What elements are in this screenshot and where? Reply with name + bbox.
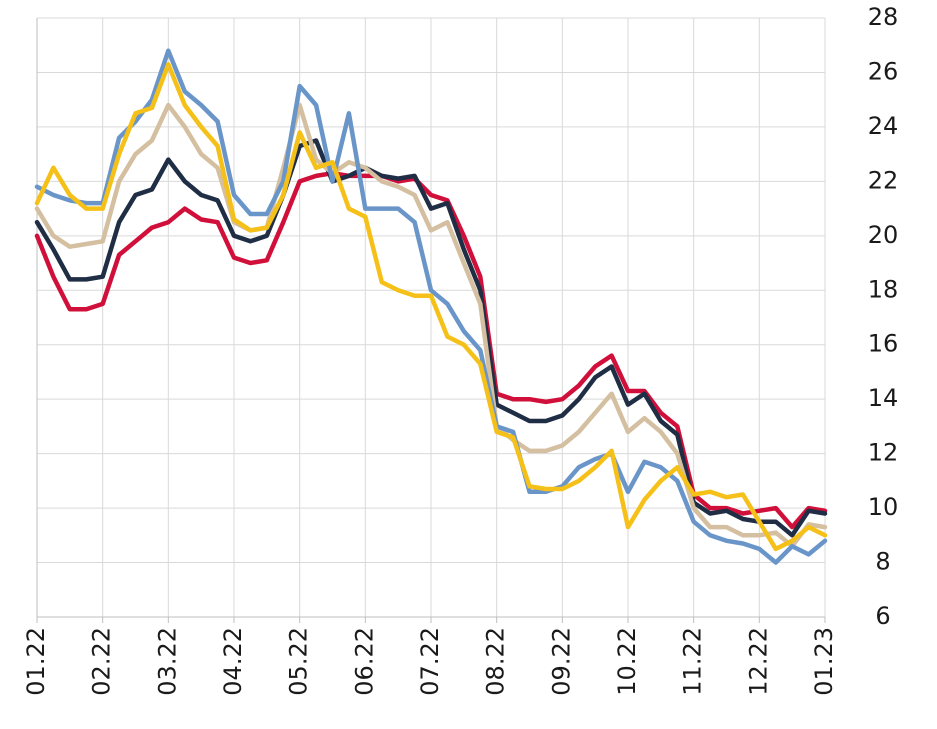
y-tick-label: 16 bbox=[868, 330, 899, 358]
y-tick-label: 14 bbox=[868, 384, 899, 412]
x-tick-label: 06.22 bbox=[350, 627, 378, 696]
x-tick-label: 04.22 bbox=[219, 627, 247, 696]
y-tick-label: 28 bbox=[868, 3, 899, 31]
x-tick-label: 09.22 bbox=[547, 627, 575, 696]
y-tick-label: 6 bbox=[875, 602, 890, 630]
x-tick-label: 02.22 bbox=[88, 627, 116, 696]
x-tick-label: 10.22 bbox=[613, 627, 641, 696]
y-tick-label: 12 bbox=[868, 439, 899, 467]
y-tick-label: 20 bbox=[868, 221, 899, 249]
x-tick-label: 11.22 bbox=[679, 627, 707, 696]
series-line bbox=[34, 102, 828, 549]
y-tick-label: 22 bbox=[868, 166, 899, 194]
x-tick-label: 12.22 bbox=[744, 627, 772, 696]
y-tick-label: 8 bbox=[875, 548, 890, 576]
y-tick-label: 26 bbox=[868, 57, 899, 85]
x-tick-label: 08.22 bbox=[482, 627, 510, 696]
y-tick-label: 10 bbox=[868, 493, 899, 521]
y-tick-label: 24 bbox=[868, 112, 899, 140]
x-tick-label: 01.22 bbox=[22, 627, 50, 696]
x-tick-label: 03.22 bbox=[153, 627, 181, 696]
y-tick-label: 18 bbox=[868, 275, 899, 303]
x-tick-label: 07.22 bbox=[416, 627, 444, 696]
x-tick-label: 01.23 bbox=[810, 627, 838, 696]
series-line bbox=[34, 48, 828, 565]
x-tick-label: 05.22 bbox=[285, 627, 313, 696]
series-line bbox=[34, 62, 828, 552]
